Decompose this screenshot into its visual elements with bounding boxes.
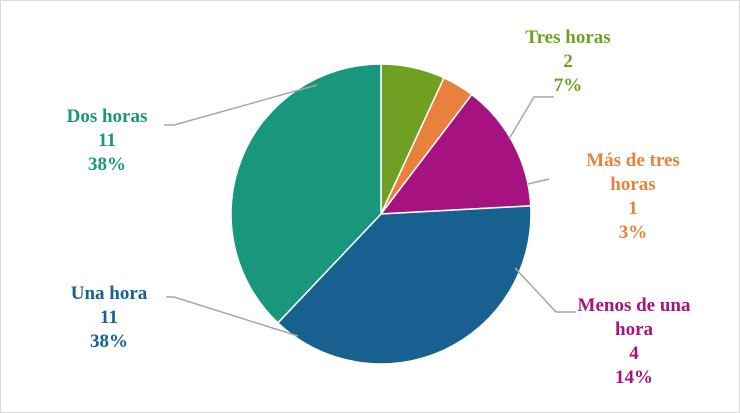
leader-line-una-hora [166, 296, 299, 337]
label-value: 2 [563, 51, 573, 72]
label-category: hora [615, 319, 654, 340]
label-percent: 7% [554, 75, 583, 96]
label-category: Más de tres [586, 150, 680, 171]
data-label-mas-de-tres-horas: Más de tres horas 1 3% [586, 150, 680, 243]
data-label-dos-horas: Dos horas 11 38% [67, 106, 148, 175]
data-label-menos-de-una-hora: Menos de una hora 4 14% [578, 295, 691, 388]
label-value: 11 [98, 130, 116, 151]
leader-line-dos-horas [164, 84, 318, 126]
label-value: 4 [629, 343, 639, 364]
pie-slice-dos-horas [230, 63, 382, 324]
pie-slice-menos-de-una-hora [379, 93, 532, 215]
label-percent: 14% [615, 367, 653, 388]
label-percent: 38% [90, 331, 128, 352]
label-category: Menos de una [578, 295, 691, 316]
label-percent: 38% [88, 154, 126, 175]
label-category: horas [610, 174, 655, 195]
data-label-tres-horas: Tres horas 2 7% [525, 27, 610, 96]
label-percent: 3% [619, 222, 648, 243]
leader-line-menos-de-una-hora [514, 267, 576, 313]
leader-line-mas-de-tres-horas [527, 178, 550, 185]
label-value: 1 [628, 198, 638, 219]
data-label-una-hora: Una hora 11 38% [71, 283, 148, 352]
label-category: Tres horas [525, 27, 610, 48]
pie-slice-una-hora [276, 205, 532, 365]
label-category: Una hora [71, 283, 148, 304]
leader-line-tres-horas [508, 96, 554, 140]
label-category: Dos horas [67, 106, 148, 127]
label-value: 11 [100, 307, 118, 328]
